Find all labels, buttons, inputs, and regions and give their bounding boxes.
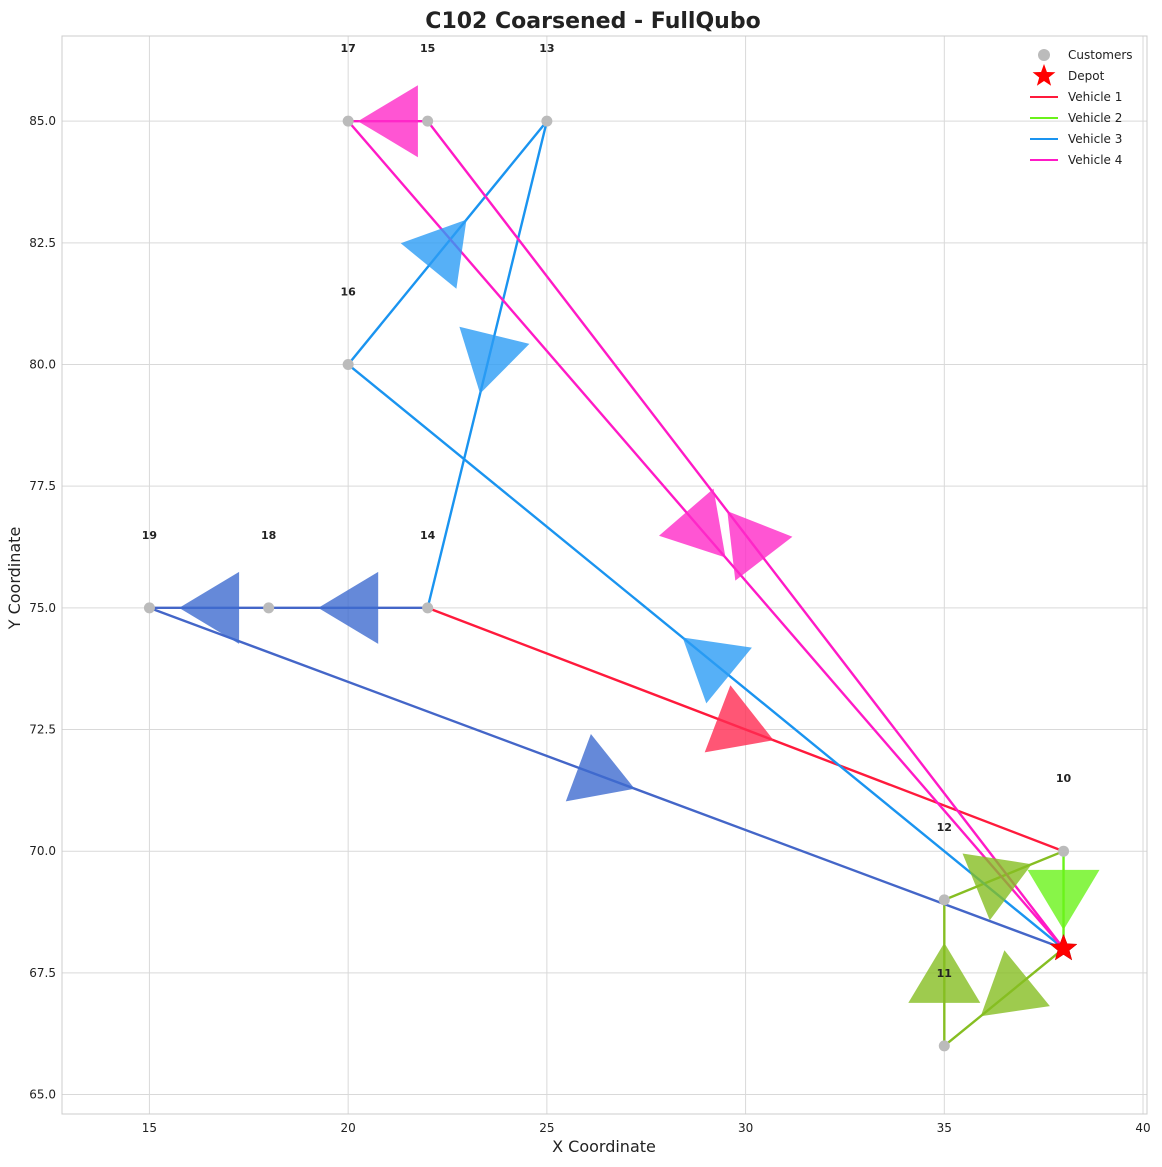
customer-label: 18 [261,529,276,542]
legend: Customers Depot Vehicle 1 Vehicle 2 Vehicle … [1030,48,1133,167]
route-arrow-vehicle-3 [565,734,635,802]
customer-label: 11 [937,967,952,980]
legend-depot-star-icon [1032,64,1056,86]
customer-point [263,602,275,614]
tick-labels: 15 20 25 30 35 40 65.0 67.5 70.0 72.5 75.0 77.5 80.0… [29,114,1150,1135]
x-tick-label: 25 [539,1121,554,1135]
depot-star-icon [1049,933,1078,961]
route-arrow-vehicle-2 [908,942,981,1003]
x-axis-label: X Coordinate [552,1137,656,1156]
customer-point [342,115,354,127]
legend-label: Vehicle 2 [1068,111,1122,125]
customer-point [938,1040,950,1052]
route-arrow-vehicle-3 [318,571,379,644]
x-tick-label: 35 [937,1121,952,1135]
customer-label: 10 [1056,772,1072,785]
y-tick-label: 65.0 [29,1088,56,1102]
customer-point [938,894,950,906]
customer-point [1058,845,1070,857]
legend-label: Vehicle 4 [1068,153,1122,167]
customer-point [541,115,553,127]
customer-label: 15 [420,42,435,55]
route-arrow-vehicle-3 [459,326,530,394]
customer-label: 19 [142,529,157,542]
customer-label: 14 [420,529,436,542]
customer-point [342,359,354,371]
route-arrow-vehicle-4 [357,85,418,158]
route-arrow-vehicle-4 [659,488,726,558]
customer-point [143,602,155,614]
customer-label: 16 [340,286,356,299]
route-arrow-vehicle-2 [1027,869,1100,930]
plot-frame [61,35,1148,1115]
route-arrow-vehicle-3 [179,571,240,644]
y-tick-label: 77.5 [29,479,56,493]
route-arrow-vehicle-2 [980,950,1050,1017]
legend-customers-marker [1038,49,1050,61]
depot-marker [1049,933,1078,961]
customer-points [143,115,1070,1052]
legend-label: Vehicle 1 [1068,90,1122,104]
chart-title: C102 Coarsened - FullQubo [425,9,760,34]
y-tick-label: 80.0 [29,358,56,372]
route-lines [148,119,1065,1048]
customer-labels: 10 11 12 13 14 15 16 17 18 19 [142,42,1072,980]
customer-point [422,602,434,614]
x-tick-label: 20 [341,1121,356,1135]
x-tick-label: 15 [142,1121,157,1135]
y-tick-label: 70.0 [29,844,56,858]
route-arrows [179,85,1100,1017]
y-tick-label: 75.0 [29,601,56,615]
y-tick-label: 85.0 [29,114,56,128]
x-tick-label: 40 [1135,1121,1150,1135]
customer-label: 12 [937,821,952,834]
route-arrow-vehicle-3 [682,637,752,704]
y-tick-label: 67.5 [29,966,56,980]
y-tick-label: 72.5 [29,723,56,737]
customer-point [422,115,434,127]
customer-label: 13 [539,42,554,55]
customer-label: 17 [340,42,355,55]
route-arrow-vehicle-2 [962,853,1032,921]
y-tick-label: 82.5 [29,236,56,250]
route-arrow-vehicle-3 [400,219,467,289]
legend-label: Customers [1068,48,1133,62]
route-arrow-vehicle-1 [704,685,774,753]
legend-label: Depot [1068,69,1105,83]
route-arrow-vehicle-4 [727,511,793,581]
legend-label: Vehicle 3 [1068,132,1122,146]
x-tick-label: 30 [738,1121,753,1135]
y-axis-label: Y Coordinate [5,527,24,631]
